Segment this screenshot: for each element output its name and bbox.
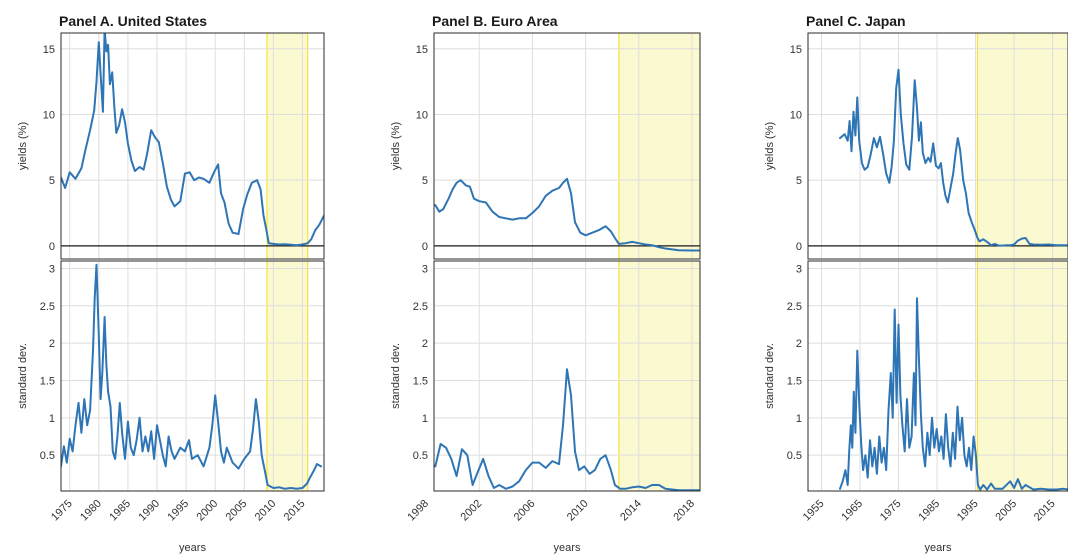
y-tick-label: 3 <box>49 263 55 275</box>
y-tick-label: 3 <box>422 263 428 275</box>
y-tick-label: 5 <box>422 175 428 187</box>
series-line <box>839 297 1068 491</box>
x-tick-label: 2005 <box>224 498 250 524</box>
axes-2: 0.5 1 1.5 2 2.5 3 1975 1980 1985 1990 1995 2000 2005… <box>17 260 325 554</box>
y-tick-label: 15 <box>416 44 428 56</box>
shaded-region <box>618 33 700 259</box>
x-tick-label: 2010 <box>253 498 279 524</box>
y-tick-label: 1.5 <box>40 375 55 387</box>
x-tick-label: 2010 <box>565 498 591 524</box>
x-tick-label: 2005 <box>993 498 1019 524</box>
series-line <box>434 177 700 252</box>
y-tick-label: 0 <box>49 241 55 253</box>
x-tick-label: 2018 <box>671 498 697 524</box>
series-line <box>61 33 324 247</box>
x-tick-label: 2014 <box>618 498 644 524</box>
x-tick-label: 1990 <box>136 498 162 524</box>
y-tick-label: 2 <box>422 338 428 350</box>
x-tick-label: 1975 <box>49 498 75 524</box>
y-axis-label: standard dev. <box>764 343 776 409</box>
x-tick-label: 1995 <box>165 498 191 524</box>
x-tick-label: 2015 <box>282 498 308 524</box>
y-tick-label: 15 <box>790 44 802 56</box>
x-tick-label: 1980 <box>78 498 104 524</box>
y-tick-label: 1 <box>796 413 802 425</box>
x-tick-label: 1998 <box>405 498 431 524</box>
y-tick-label: 3 <box>796 263 802 275</box>
series-line <box>434 368 700 491</box>
y-tick-label: 0 <box>796 241 802 253</box>
axes-frame <box>433 260 701 492</box>
x-axis-label: years <box>554 542 581 554</box>
x-tick-label: 1985 <box>916 498 942 524</box>
y-tick-label: 2 <box>49 338 55 350</box>
x-tick-label: 1995 <box>955 498 981 524</box>
x-tick-label: 2002 <box>459 498 485 524</box>
y-axis-label: yields (%) <box>390 122 402 170</box>
y-axis-label: yields (%) <box>764 122 776 170</box>
y-axis-label: standard dev. <box>17 343 29 409</box>
axes-3: 0 5 10 15 yields (%) Panel B. Euro Area <box>390 13 701 260</box>
y-tick-label: 1.5 <box>413 375 428 387</box>
axes-frame <box>60 260 325 492</box>
x-tick-label: 1955 <box>801 498 827 524</box>
y-tick-label: 10 <box>790 109 802 121</box>
panel-title: Panel C. Japan <box>806 13 906 29</box>
x-axis-label: years <box>179 542 206 554</box>
y-tick-label: 0 <box>422 241 428 253</box>
axes-frame <box>60 32 325 260</box>
axes-frame <box>433 32 701 260</box>
shaded-region <box>977 33 1068 259</box>
x-tick-label: 2015 <box>1032 498 1058 524</box>
x-tick-label: 2006 <box>512 498 538 524</box>
y-tick-label: 15 <box>43 44 55 56</box>
series-line <box>61 263 323 490</box>
axes-4: 0.5 1 1.5 2 2.5 3 1998 2002 2006 2010 2014 2018 stan… <box>390 260 701 554</box>
y-tick-label: 0.5 <box>787 450 802 462</box>
shaded-region <box>977 261 1068 491</box>
x-tick-label: 2000 <box>195 498 221 524</box>
y-tick-label: 2 <box>796 338 802 350</box>
axes-5: 0 5 10 15 yields (%) Panel C. Japan <box>764 13 1068 260</box>
y-axis-label: yields (%) <box>17 122 29 170</box>
y-tick-label: 1.5 <box>787 375 802 387</box>
x-tick-label: 1985 <box>107 498 133 524</box>
series-line <box>839 68 1068 247</box>
x-tick-label: 1965 <box>839 498 865 524</box>
panel-title: Panel A. United States <box>59 13 207 29</box>
y-tick-label: 2.5 <box>40 301 55 313</box>
y-tick-label: 1 <box>49 413 55 425</box>
y-tick-label: 1 <box>422 413 428 425</box>
y-tick-label: 2.5 <box>787 301 802 313</box>
y-tick-label: 10 <box>416 109 428 121</box>
y-tick-label: 10 <box>43 109 55 121</box>
shaded-region <box>618 261 700 491</box>
panel-title: Panel B. Euro Area <box>432 13 558 29</box>
axes-6: 0.5 1 1.5 2 2.5 3 1955 1965 1975 1985 1995 2005 2015… <box>764 260 1068 554</box>
y-tick-label: 5 <box>796 175 802 187</box>
axes-1: 0 5 10 15 yields (%) Panel A. United States <box>17 13 325 260</box>
x-tick-label: 1975 <box>878 498 904 524</box>
y-tick-label: 0.5 <box>413 450 428 462</box>
axes-frame <box>807 260 1068 492</box>
x-axis-label: years <box>925 542 952 554</box>
axes-frame <box>807 32 1068 260</box>
y-tick-label: 2.5 <box>413 301 428 313</box>
y-tick-label: 5 <box>49 175 55 187</box>
y-tick-label: 0.5 <box>40 450 55 462</box>
y-axis-label: standard dev. <box>390 343 402 409</box>
